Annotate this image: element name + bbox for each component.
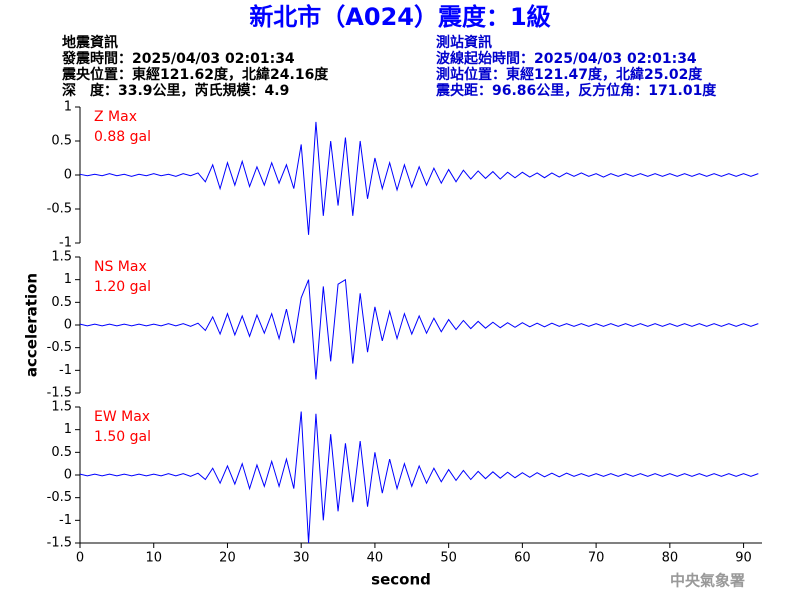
title: 新北市（A024）震度：1級: [249, 3, 550, 31]
y-tick-label: -0.5: [47, 202, 72, 217]
y-tick-label: -1.5: [47, 536, 72, 551]
y-tick-label: 0.5: [51, 134, 72, 149]
x-tick-label: 30: [293, 551, 310, 566]
y-tick-label: 1: [64, 422, 72, 437]
y-tick-label: 1: [64, 100, 72, 115]
y-tick-label: -1: [59, 363, 72, 378]
y-tick-label: 0: [64, 168, 72, 183]
annotation: Z Max: [94, 109, 137, 125]
quake-location: 震央位置：東經121.62度，北緯24.16度: [61, 66, 329, 83]
waveform: [79, 278, 759, 380]
x-tick-label: 40: [367, 551, 384, 566]
footer: 中央氣象署: [670, 572, 745, 590]
max-label: 1.20 gal: [94, 279, 151, 295]
x-tick-label: 70: [588, 551, 605, 566]
y-tick-label: 0.5: [51, 445, 72, 460]
quake-heading: 地震資訊: [62, 34, 118, 51]
station-location: 測站位置：東經121.47度，北緯25.02度: [436, 66, 703, 83]
station-distance: 震央距：96.86公里，反方位角：171.01度: [435, 82, 717, 99]
x-tick-label: 60: [514, 551, 531, 566]
x-tick-label: 90: [735, 551, 752, 566]
y-tick-label: -0.5: [47, 340, 72, 355]
x-tick-label: 10: [145, 551, 162, 566]
y-tick-label: 0: [64, 468, 72, 483]
x-tick-label: 50: [440, 551, 457, 566]
y-tick-label: -1: [59, 513, 72, 528]
y-tick-label: -0.5: [47, 490, 72, 505]
annotation: EW Max: [94, 409, 150, 425]
max-label: 1.50 gal: [94, 429, 151, 445]
x-tick-label: 80: [662, 551, 679, 566]
waveform: [79, 411, 759, 544]
x-tick-label: 20: [219, 551, 236, 566]
quake-time: 發震時間：2025/04/03 02:01:34: [61, 50, 295, 67]
max-label: 0.88 gal: [94, 129, 151, 145]
y-tick-label: 1: [64, 272, 72, 287]
station-heading: 測站資訊: [436, 34, 492, 51]
y-axis-label: acceleration: [23, 273, 41, 377]
y-tick-label: 0: [64, 318, 72, 333]
annotation: NS Max: [94, 259, 147, 275]
y-tick-label: 1.5: [51, 400, 72, 415]
quake-depth: 深 度：33.9公里，芮氏規模：4.9: [62, 82, 289, 99]
x-axis-label: second: [371, 571, 431, 589]
waveform: [79, 121, 759, 235]
y-tick-label: 0.5: [51, 295, 72, 310]
y-tick-label: -1: [59, 236, 72, 251]
station-time: 波線起始時間：2025/04/03 02:01:34: [436, 50, 697, 67]
y-tick-label: 1.5: [51, 250, 72, 265]
y-tick-label: -1.5: [47, 386, 72, 401]
x-tick-label: 0: [76, 551, 84, 566]
